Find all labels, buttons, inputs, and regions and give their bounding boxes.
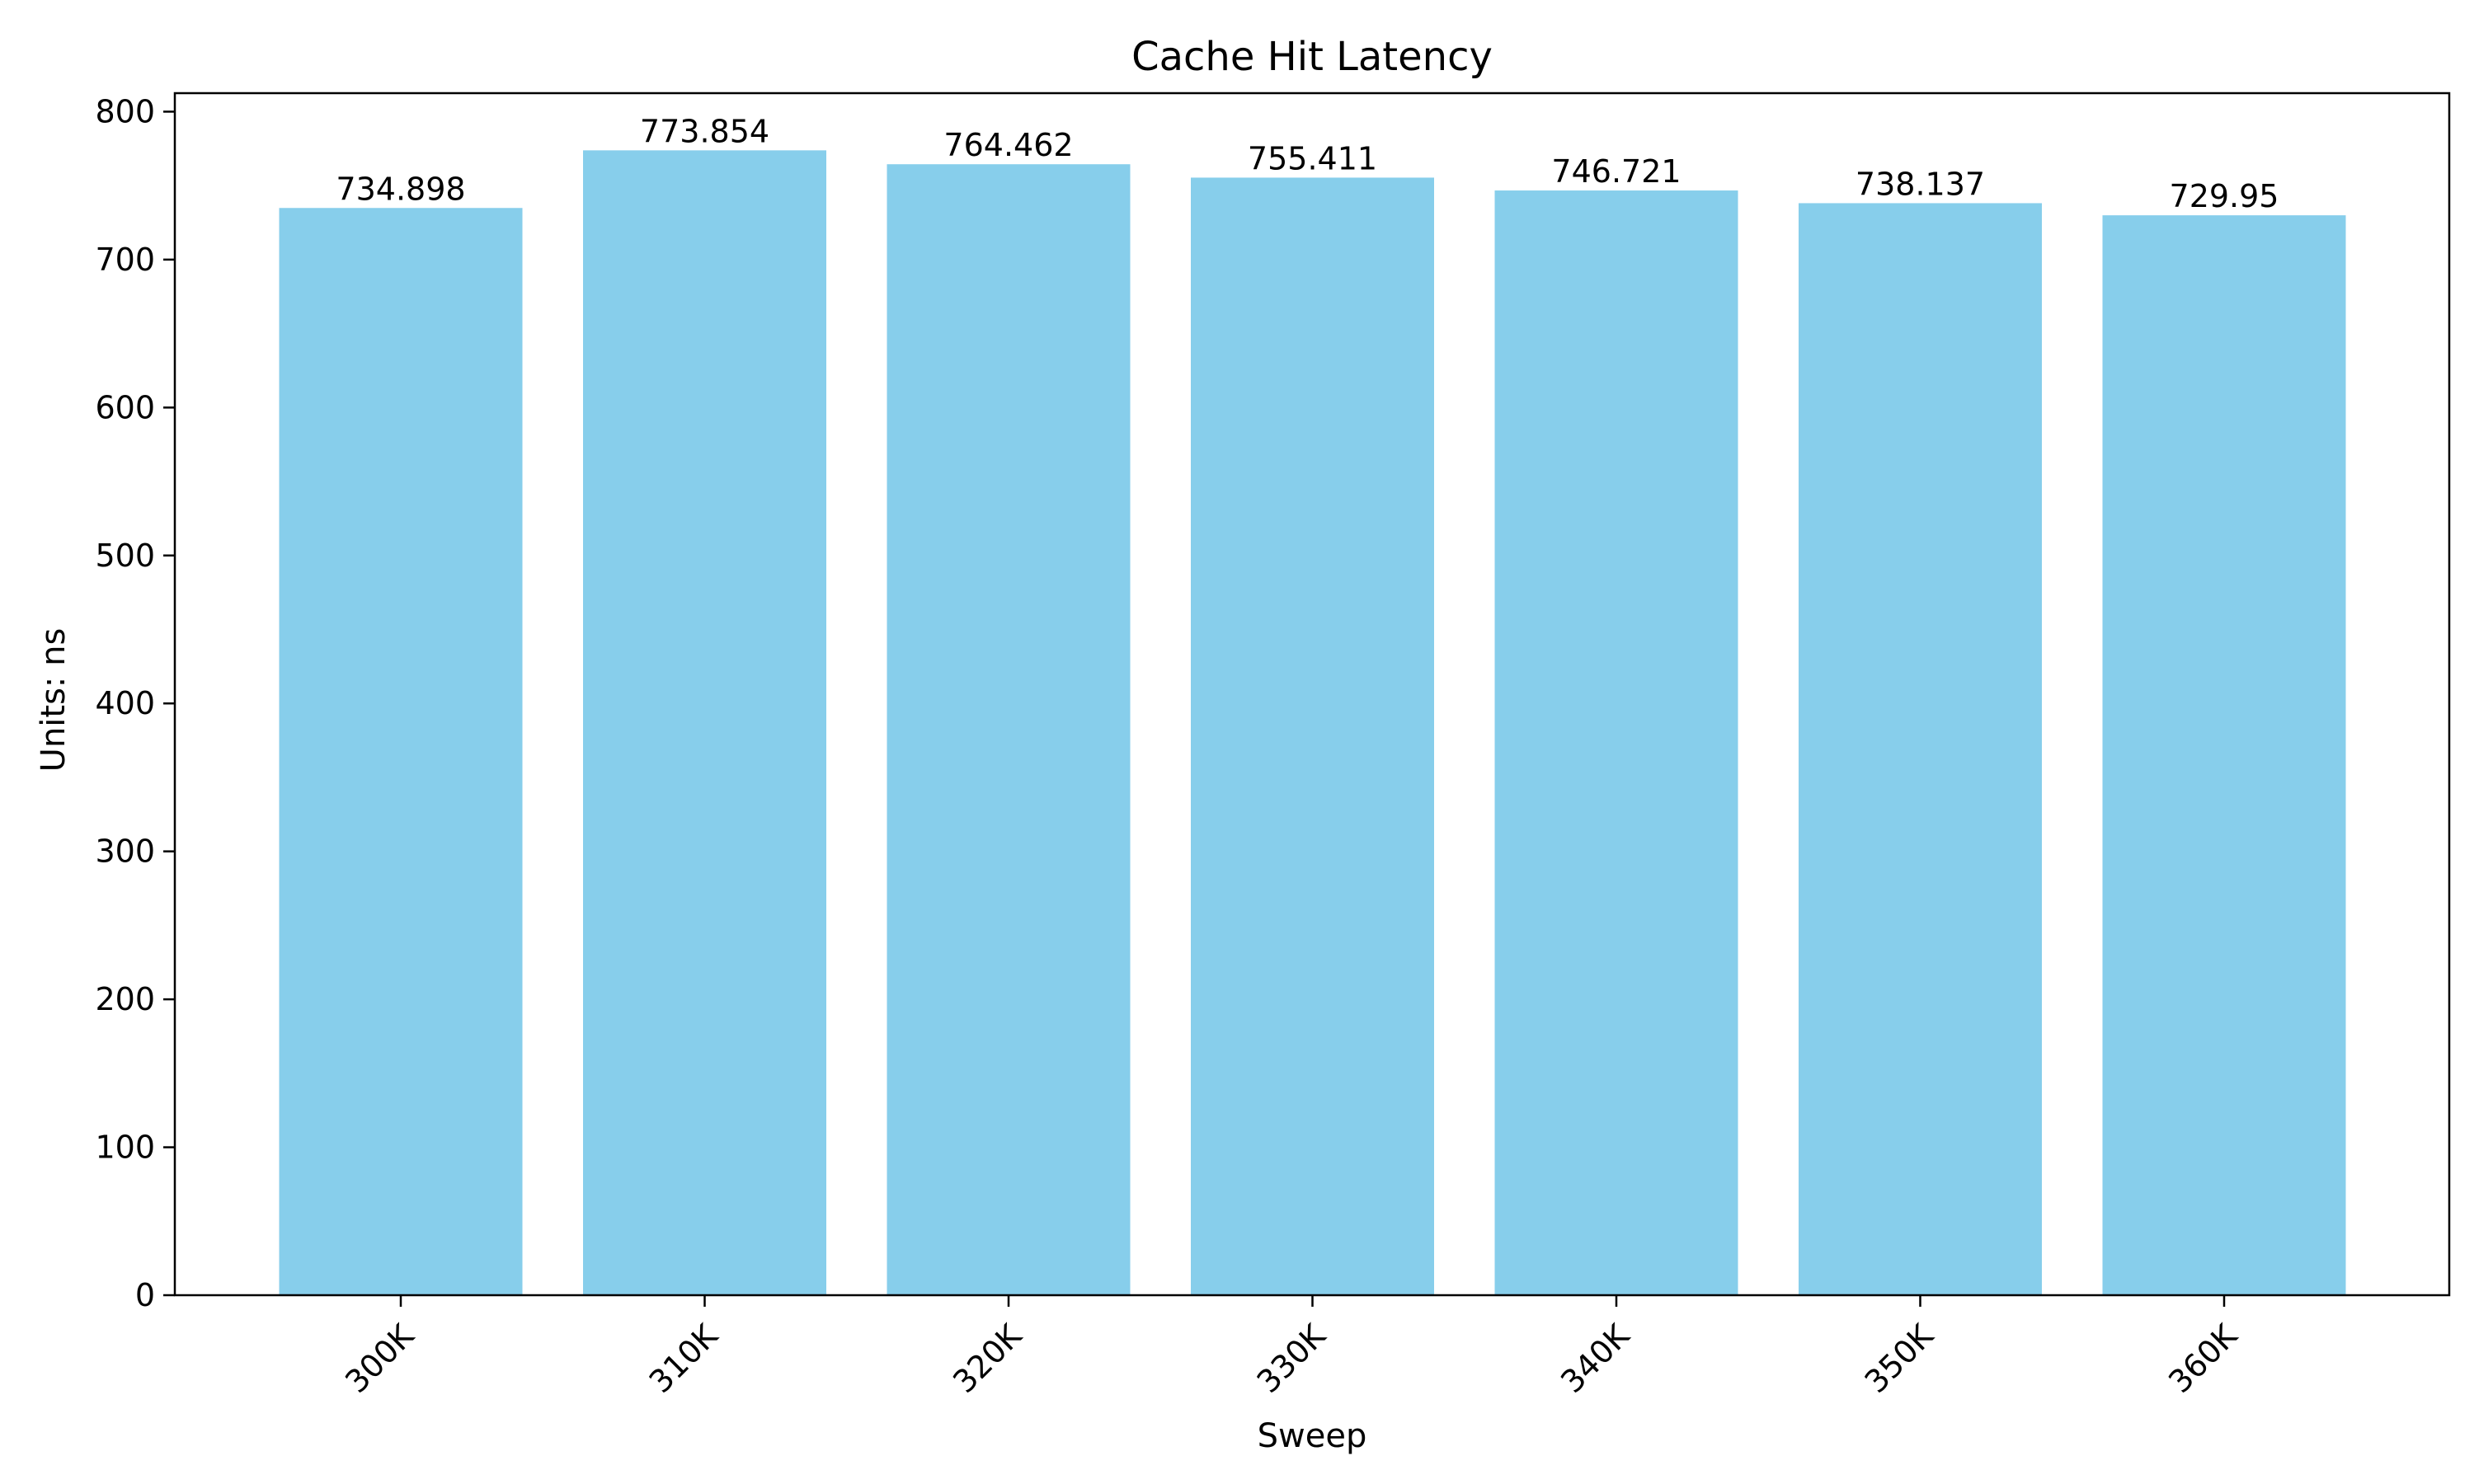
bar-value-label: 773.854 <box>640 113 769 149</box>
y-axis: 0 100 200 300 400 500 600 700 800 <box>95 93 175 1313</box>
bars-layer: 734.898 773.854 764.462 755.411 746.721 738.1… <box>279 113 2346 1296</box>
bar <box>887 164 1131 1295</box>
y-axis-label: Units: ns <box>35 628 73 773</box>
y-tick-label: 800 <box>95 93 155 129</box>
bar <box>2102 215 2346 1295</box>
bar <box>583 150 826 1295</box>
bar <box>1191 177 1434 1296</box>
y-tick-label: 500 <box>95 538 155 574</box>
y-tick-label: 200 <box>95 981 155 1017</box>
bar <box>1799 203 2042 1296</box>
x-tick-label: 350K <box>1858 1317 1941 1400</box>
y-tick-label: 300 <box>95 834 155 870</box>
bar-value-label: 746.721 <box>1551 153 1681 190</box>
chart-title: Cache Hit Latency <box>1131 34 1493 80</box>
bar <box>279 208 523 1296</box>
y-tick-label: 400 <box>95 685 155 721</box>
bar-value-label: 729.95 <box>2170 178 2279 214</box>
y-tick-label: 0 <box>135 1277 155 1313</box>
bar-value-label: 755.411 <box>1248 140 1377 176</box>
x-tick-label: 330K <box>1250 1317 1333 1400</box>
x-axis: 300K 310K 320K 330K 340K 350K 360K <box>338 1295 2245 1400</box>
x-tick-label: 320K <box>946 1317 1029 1400</box>
bar <box>1494 190 1738 1296</box>
y-tick-label: 600 <box>95 389 155 425</box>
y-tick-label: 100 <box>95 1129 155 1166</box>
x-axis-label: Sweep <box>1258 1417 1367 1455</box>
bar-value-label: 734.898 <box>336 171 465 207</box>
plot-frame <box>173 92 2451 1297</box>
x-tick-label: 300K <box>338 1317 421 1400</box>
x-tick-label: 310K <box>642 1317 726 1400</box>
bar-value-label: 738.137 <box>1856 166 1985 202</box>
x-tick-label: 360K <box>2161 1317 2245 1400</box>
x-tick-label: 340K <box>1554 1317 1637 1400</box>
y-tick-label: 700 <box>95 242 155 278</box>
bar-value-label: 764.462 <box>943 127 1073 163</box>
